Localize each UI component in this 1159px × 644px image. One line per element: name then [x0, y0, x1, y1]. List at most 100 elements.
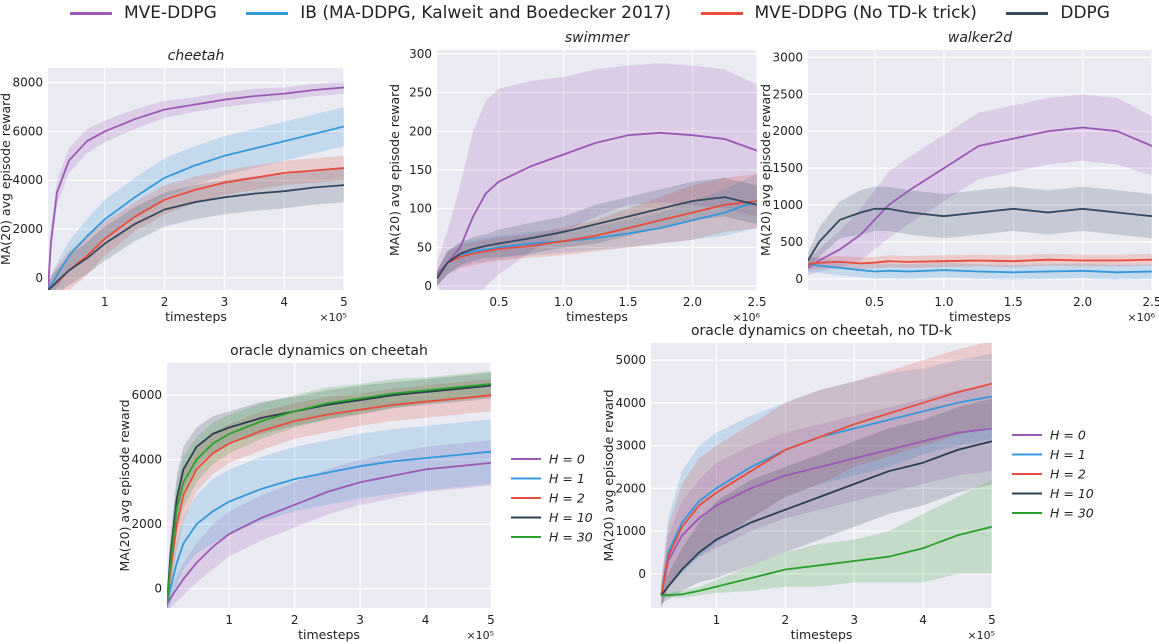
line-ib-ma-ddpg-kalweit-and-boedecker-2017 [437, 200, 757, 279]
y-axis-label: MA(20) avg episode reward [117, 399, 132, 571]
y-tick-label: 1500 [772, 161, 803, 175]
legend-label-ddpg: DDPG [1060, 3, 1110, 23]
legend-label-h-1: H = 1 [549, 471, 585, 486]
x-tick-label: 5 [487, 613, 495, 627]
y-tick-label: 2500 [772, 87, 803, 101]
x-axis-label: timesteps [298, 627, 360, 642]
line-ddpg [808, 207, 1152, 261]
x-tick-label: 4 [280, 295, 288, 309]
line-h-1 [167, 450, 491, 605]
y-tick-label: 6000 [131, 388, 162, 402]
series-group [437, 63, 757, 290]
band-mve-ddpg-no-td-k-trick [48, 155, 344, 290]
legend-label-h-0: H = 0 [1050, 428, 1086, 443]
x-axis-label: timesteps [566, 309, 628, 324]
y-tick-label: 100 [409, 202, 432, 216]
series-group [48, 81, 344, 290]
x-axis-label: timesteps [165, 309, 227, 324]
chart-title: swimmer [565, 30, 631, 46]
band-mve-ddpg [48, 81, 344, 290]
band-h-1 [167, 419, 491, 608]
legend-item-mve-ddpg-no-tdk: MVE-DDPG (No TD-k trick) [700, 3, 977, 23]
y-tick-label: 3000 [772, 50, 803, 64]
y-tick-label: 200 [409, 124, 432, 138]
y-tick-label: 6000 [12, 124, 43, 138]
x-tick-label: 2.0 [1073, 295, 1092, 309]
y-tick-label: 2000 [12, 222, 43, 236]
line-mve-ddpg-no-td-k-trick [437, 200, 757, 279]
y-tick-label: 0 [638, 567, 646, 581]
x-tick-label: 0.5 [865, 295, 884, 309]
y-tick-label: 2000 [131, 517, 162, 531]
x-tick-label: 2 [161, 295, 169, 309]
y-tick-label: 300 [409, 47, 432, 61]
x-tick-label: 3 [356, 613, 364, 627]
band-h-10 [661, 398, 992, 604]
line-ddpg [437, 196, 757, 279]
x-tick-label: 1.5 [1004, 295, 1023, 309]
legend-item-ddpg: DDPG [1006, 3, 1110, 23]
legend-label-h-10: H = 10 [1050, 486, 1094, 501]
series-group [808, 94, 1152, 280]
y-tick-label: 250 [409, 86, 432, 100]
x-tick-label: 2.5 [747, 295, 766, 309]
x-axis-multiplier: ×10⁶ [1127, 311, 1155, 324]
band-h-1 [661, 353, 992, 608]
band-h-10 [167, 372, 491, 608]
side-legend: H = 0 H = 1 H = 2 H = 10 H = 30 [1012, 428, 1094, 521]
legend-item-ib: IB (MA-DDPG, Kalweit and Boedecker 2017) [246, 3, 671, 23]
plot-background [808, 50, 1152, 290]
band-h-30 [661, 479, 992, 598]
y-tick-label: 0 [154, 582, 162, 596]
legend-label-mve-ddpg: MVE-DDPG [124, 3, 217, 23]
chart-cheetah: 1 2 3 4 5 0 2000 4000 6000 8000 timesteps MA(20) av… [0, 48, 348, 324]
line-h-0 [660, 427, 992, 596]
y-axis-label: MA(20) avg episode reward [758, 84, 773, 256]
x-axis-multiplier: ×10⁵ [319, 311, 347, 324]
legend-swatch-ib [246, 11, 289, 15]
x-axis-label: timesteps [949, 309, 1011, 324]
chart-oracle-dynamics-on-cheetah-no-td-k: 1 2 3 4 5 0 1000 2000 3000 4000 5000 timesteps MA(20… [601, 323, 1094, 642]
y-tick-label: 4000 [615, 396, 646, 410]
y-tick-label: 5000 [615, 353, 646, 367]
legend-label-h-30: H = 30 [1050, 506, 1094, 521]
legend-swatch-mve-ddpg [70, 11, 112, 15]
x-tick-label: 1.5 [618, 295, 637, 309]
y-tick-label: 2000 [772, 124, 803, 138]
y-tick-label: 1000 [772, 198, 803, 212]
x-tick-label: 1 [101, 295, 109, 309]
y-tick-label: 2000 [615, 481, 646, 495]
line-mve-ddpg [437, 131, 757, 276]
band-mve-ddpg [808, 94, 1152, 276]
y-tick-label: 50 [417, 240, 432, 254]
x-tick-label: 2.5 [1142, 295, 1159, 309]
band-mve-ddpg-no-td-k-trick [808, 253, 1152, 271]
x-tick-label: 2 [782, 613, 790, 627]
series-group [167, 371, 491, 608]
band-ddpg [808, 186, 1152, 268]
chart-walker2d: 0.5 1.0 1.5 2.0 2.5 0 500 1000 1500 2000 2500 3000 t… [758, 30, 1159, 324]
legend-item-mve-ddpg: MVE-DDPG [70, 3, 217, 23]
band-ib-ma-ddpg-kalweit-and-boedecker-2017 [808, 256, 1152, 280]
line-h-30 [661, 525, 992, 597]
legend-label-mve-ddpg-no-tdk: MVE-DDPG (No TD-k trick) [754, 3, 977, 23]
band-ddpg [48, 168, 344, 290]
y-axis-label: MA(20) avg episode reward [387, 84, 402, 256]
x-axis-multiplier: ×10⁵ [466, 629, 494, 642]
top-legend: MVE-DDPG IB (MA-DDPG, Kalweit and Boedec… [70, 2, 1110, 24]
line-h-2 [660, 382, 992, 596]
line-ib-ma-ddpg-kalweit-and-boedecker-2017 [48, 125, 344, 290]
legend-swatch-ddpg [1006, 11, 1049, 15]
x-tick-label: 3 [850, 613, 858, 627]
x-tick-label: 5 [988, 613, 996, 627]
band-h-0 [167, 440, 491, 608]
line-mve-ddpg [808, 126, 1152, 269]
chart-title: walker2d [948, 30, 1012, 46]
y-tick-label: 4000 [131, 453, 162, 467]
x-tick-label: 5 [340, 295, 348, 309]
x-axis-label: timesteps [791, 627, 853, 642]
line-ddpg [48, 184, 344, 290]
chart-title: oracle dynamics on cheetah [230, 343, 428, 359]
y-tick-label: 0 [424, 279, 432, 293]
